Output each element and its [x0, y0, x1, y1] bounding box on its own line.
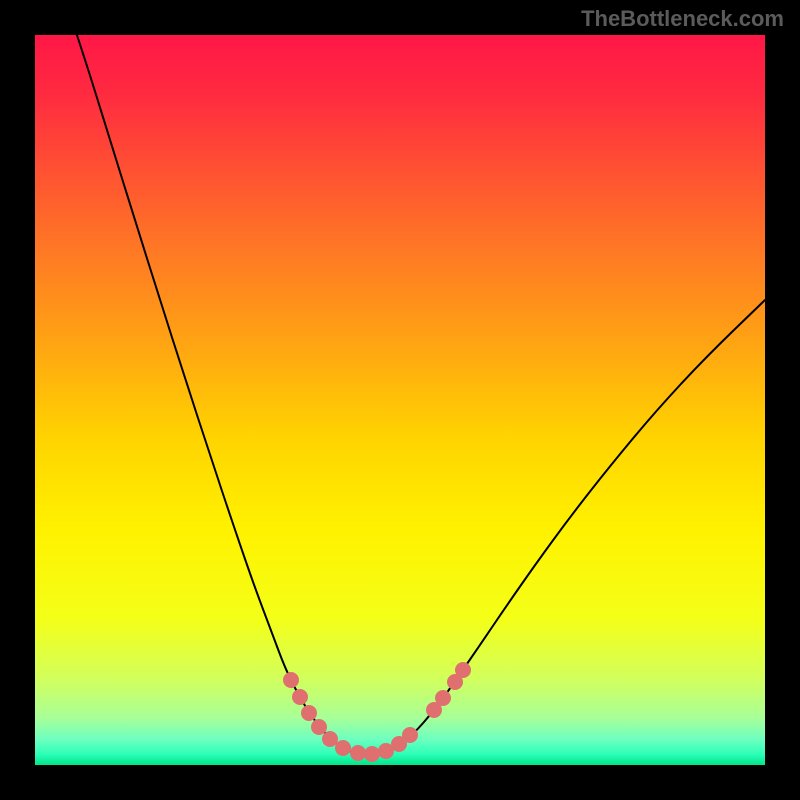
chart-plot-area	[35, 35, 765, 765]
watermark-text: TheBottleneck.com	[581, 6, 784, 32]
chart-outer-frame: TheBottleneck.com	[0, 0, 800, 800]
